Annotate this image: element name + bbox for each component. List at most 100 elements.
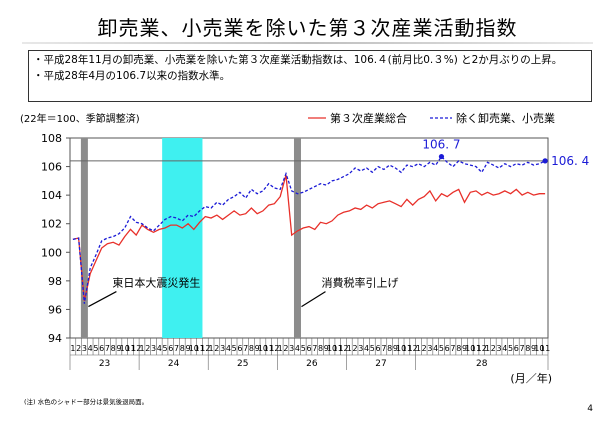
x-tick-label: 1 (485, 344, 490, 353)
x-tick-label: 12 (200, 344, 210, 353)
x-tick-label: 5 (370, 344, 375, 353)
x-tick-label: 2 (145, 344, 150, 353)
x-tick-label: 7 (450, 344, 455, 353)
x-tick-label: 9 (255, 344, 260, 353)
legend-label: 第３次産業総合 (330, 111, 407, 125)
event-bar (80, 138, 88, 338)
x-tick-label: 1 (416, 344, 421, 353)
x-tick-label: 9 (324, 344, 329, 353)
x-tick-label: 11 (402, 344, 412, 353)
x-tick-label: 3 (220, 344, 225, 353)
x-tick-label: 12 (269, 344, 279, 353)
x-tick-label: 9 (531, 344, 536, 353)
x-tick-label: 7 (381, 344, 386, 353)
y-tick-label: 108 (41, 132, 62, 145)
x-tick-label: 8 (180, 344, 185, 353)
x-tick-label: 6 (99, 344, 104, 353)
x-tick-label: 5 (232, 344, 237, 353)
x-tick-label: 5 (162, 344, 167, 353)
year-label: 27 (375, 359, 386, 369)
x-tick-label: 2 (422, 344, 427, 353)
x-tick-label: 8 (111, 344, 116, 353)
x-tick-label: 7 (520, 344, 525, 353)
x-tick-label: 6 (237, 344, 242, 353)
x-tick-label: 11 (471, 344, 481, 353)
x-tick-label: 8 (456, 344, 461, 353)
year-label: 28 (476, 359, 488, 369)
data-point (542, 158, 548, 164)
x-tick-label: 2 (353, 344, 358, 353)
x-tick-label: 9 (462, 344, 467, 353)
x-tick-label: 6 (376, 344, 381, 353)
x-tick-label: 4 (88, 344, 93, 353)
x-tick-label: 10 (120, 344, 130, 353)
summary-bullet-1: ・平成28年11月の卸売業、小売業を除いた第３次産業活動指数は、106.４(前月… (33, 54, 563, 66)
x-tick-label: 1 (278, 344, 283, 353)
data-label: 106. 4 (551, 154, 589, 168)
summary-box: ・平成28年11月の卸売業、小売業を除いた第３次産業活動指数は、106.４(前月… (28, 50, 592, 102)
event-arrow (301, 291, 326, 308)
y-tick-label: 106 (41, 161, 62, 174)
x-tick-label: 12 (477, 344, 487, 353)
year-label: 25 (237, 359, 248, 369)
data-label: 106. 7 (422, 138, 460, 152)
title-divider (22, 42, 593, 44)
x-tick-label: 2 (491, 344, 496, 353)
x-tick-label: 9 (393, 344, 398, 353)
x-tick-label: 2 (76, 344, 81, 353)
x-tick-label: 7 (312, 344, 317, 353)
x-tick-label: 10 (465, 344, 475, 353)
x-tick-label: 3 (497, 344, 502, 353)
x-tick-label: 1 (70, 344, 75, 353)
legend-label: 除く卸売業、小売業 (456, 111, 555, 125)
x-tick-label: 8 (318, 344, 323, 353)
unit-note: (22年＝100、季節調整済) (20, 112, 140, 125)
event-label: 消費税率引上げ (321, 276, 398, 290)
x-tick-label: 6 (445, 344, 450, 353)
x-tick-label: 10 (258, 344, 268, 353)
y-tick-label: 98 (48, 275, 62, 288)
x-tick-label: 3 (289, 344, 294, 353)
x-axis-label: (月／年) (510, 371, 552, 385)
x-tick-label: 10 (534, 344, 544, 353)
x-tick-label: 4 (226, 344, 231, 353)
x-tick-label: 3 (427, 344, 432, 353)
x-tick-label: 4 (295, 344, 300, 353)
x-tick-label: 9 (186, 344, 191, 353)
x-tick-label: 6 (306, 344, 311, 353)
x-tick-label: 10 (396, 344, 406, 353)
x-tick-label: 12 (408, 344, 418, 353)
x-tick-label: 11 (194, 344, 204, 353)
x-tick-label: 5 (508, 344, 513, 353)
x-tick-label: 12 (131, 344, 141, 353)
x-tick-label: 2 (283, 344, 288, 353)
x-tick-label: 9 (116, 344, 121, 353)
recession-shade (162, 138, 203, 338)
x-tick-label: 1 (209, 344, 214, 353)
event-label: 東日本大震災発生 (112, 276, 200, 290)
x-tick-label: 10 (189, 344, 199, 353)
series-line (72, 174, 546, 302)
x-tick-label: 2 (214, 344, 219, 353)
x-tick-label: 4 (364, 344, 369, 353)
x-tick-label: 5 (301, 344, 306, 353)
x-tick-label: 3 (82, 344, 87, 353)
plot-frame (69, 137, 549, 339)
x-tick-label: 12 (338, 344, 348, 353)
x-tick-label: 3 (151, 344, 156, 353)
year-label: 23 (99, 359, 110, 369)
x-tick-label: 5 (93, 344, 98, 353)
page-number: 4 (587, 404, 593, 414)
x-tick-label: 11 (264, 344, 274, 353)
footnote: (注) 水色のシャドー部分は景気後退局面。 (24, 398, 149, 406)
x-tick-label: 4 (157, 344, 162, 353)
summary-bullet-2: ・平成28年4月の106.7以来の指数水準。 (33, 70, 231, 82)
x-tick-label: 4 (502, 344, 507, 353)
x-tick-label: 8 (387, 344, 392, 353)
x-tick-label: 4 (433, 344, 438, 353)
x-tick-label: 5 (439, 344, 444, 353)
y-tick-label: 100 (41, 246, 62, 259)
x-tick-label: 1 (347, 344, 352, 353)
y-tick-label: 96 (48, 303, 62, 316)
